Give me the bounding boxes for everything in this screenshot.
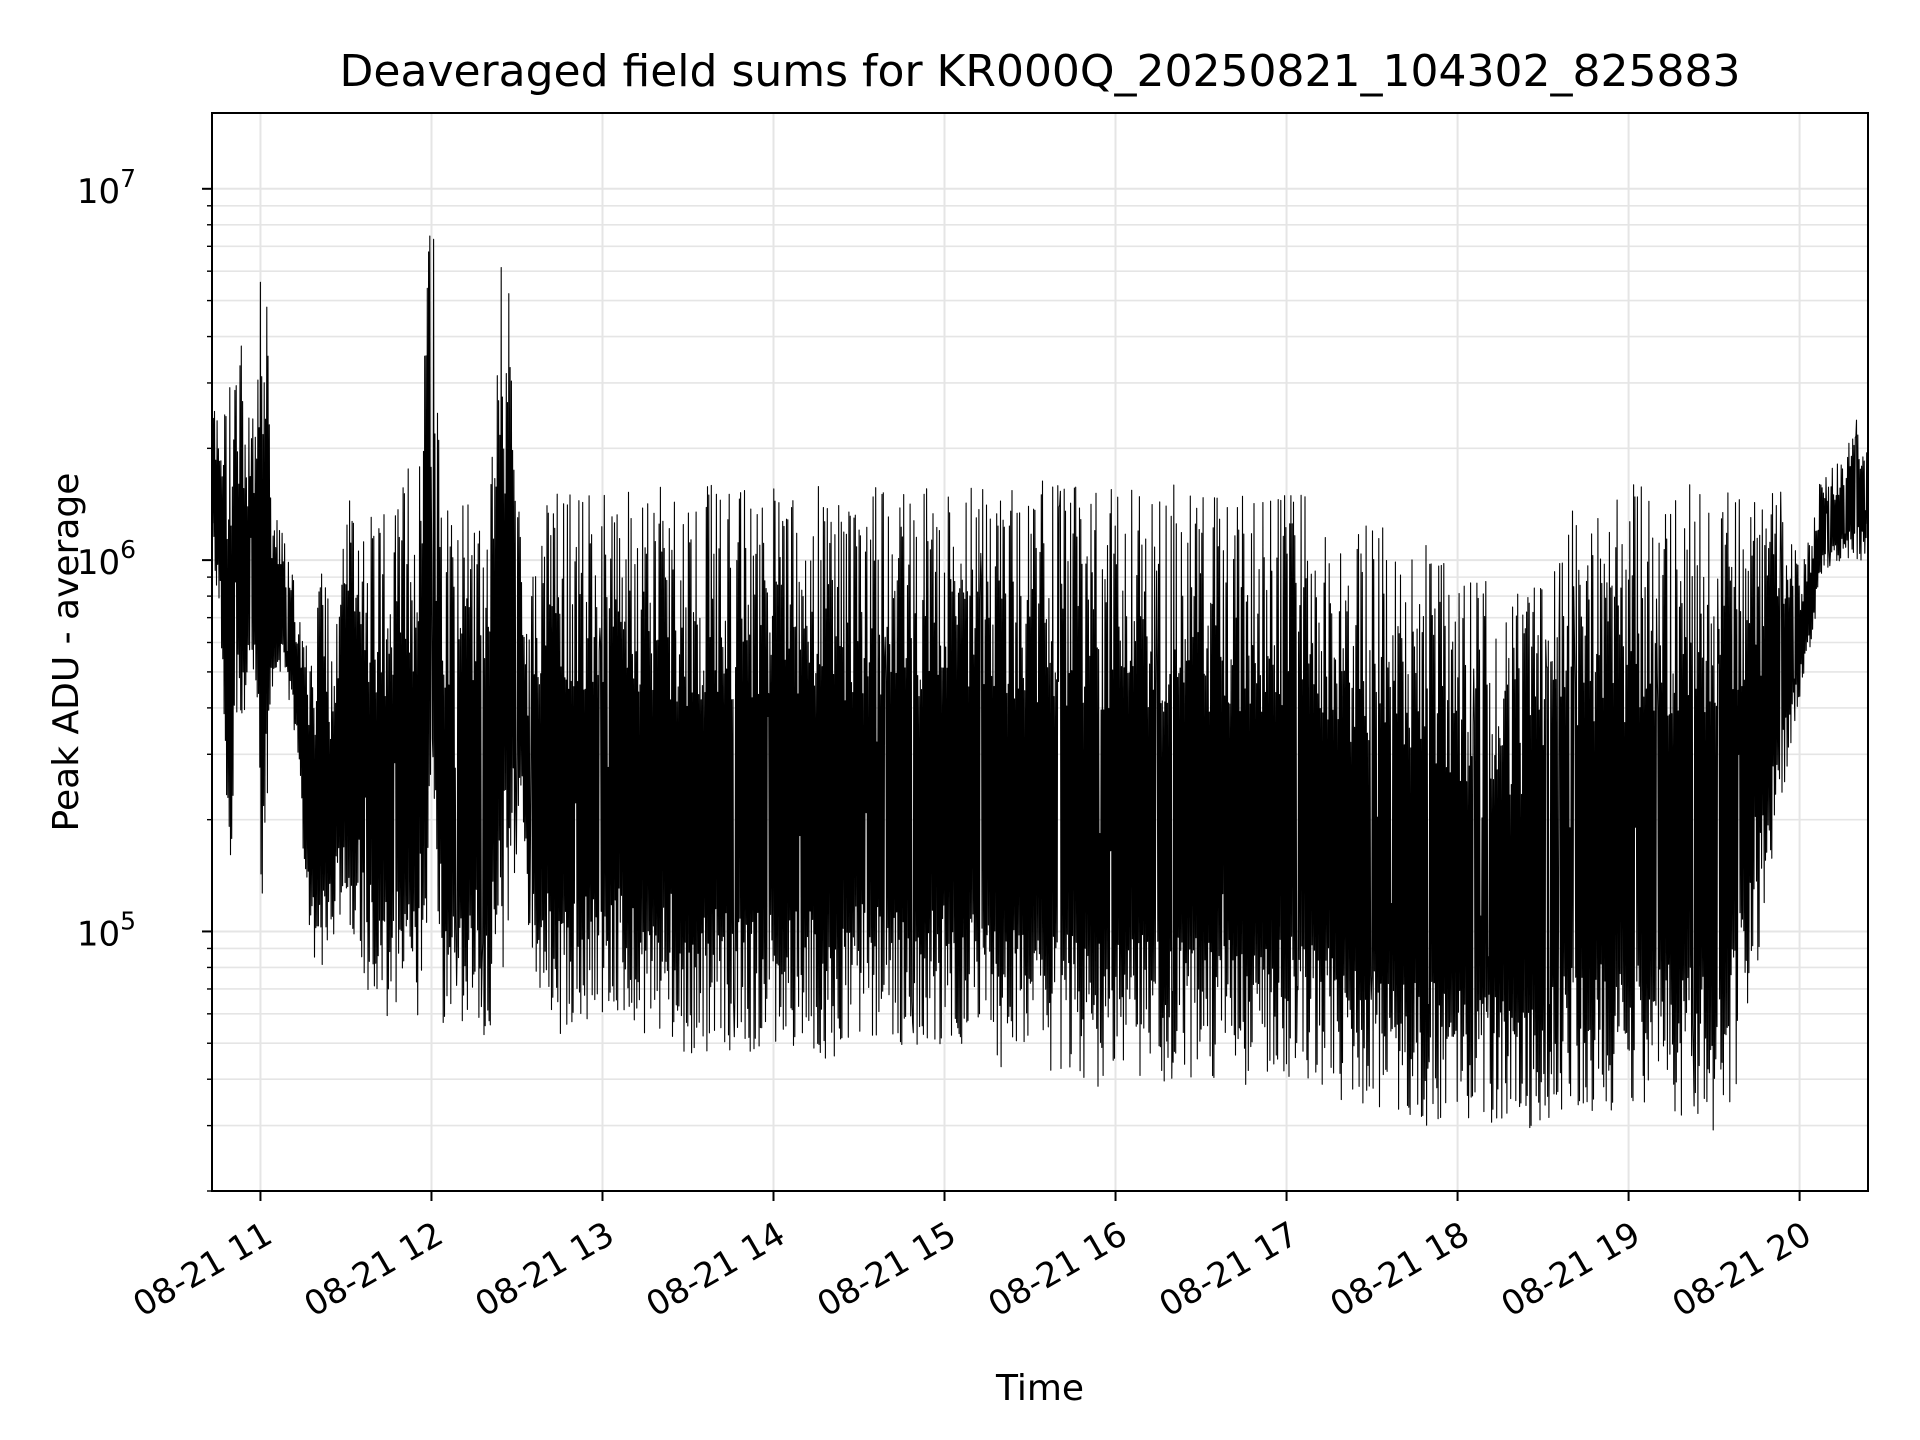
- y-tick-label: 107: [77, 164, 136, 212]
- chart-title: Deaveraged field sums for KR000Q_2025082…: [340, 46, 1741, 97]
- y-tick-label: 105: [77, 906, 136, 954]
- y-tick-label: 106: [77, 535, 136, 583]
- plot-frame: [211, 112, 1869, 1192]
- data-series: [212, 235, 1868, 1131]
- y-axis-label: Peak ADU - average: [46, 473, 87, 832]
- data-line: [212, 235, 1868, 1131]
- x-axis-label: Time: [995, 1368, 1084, 1409]
